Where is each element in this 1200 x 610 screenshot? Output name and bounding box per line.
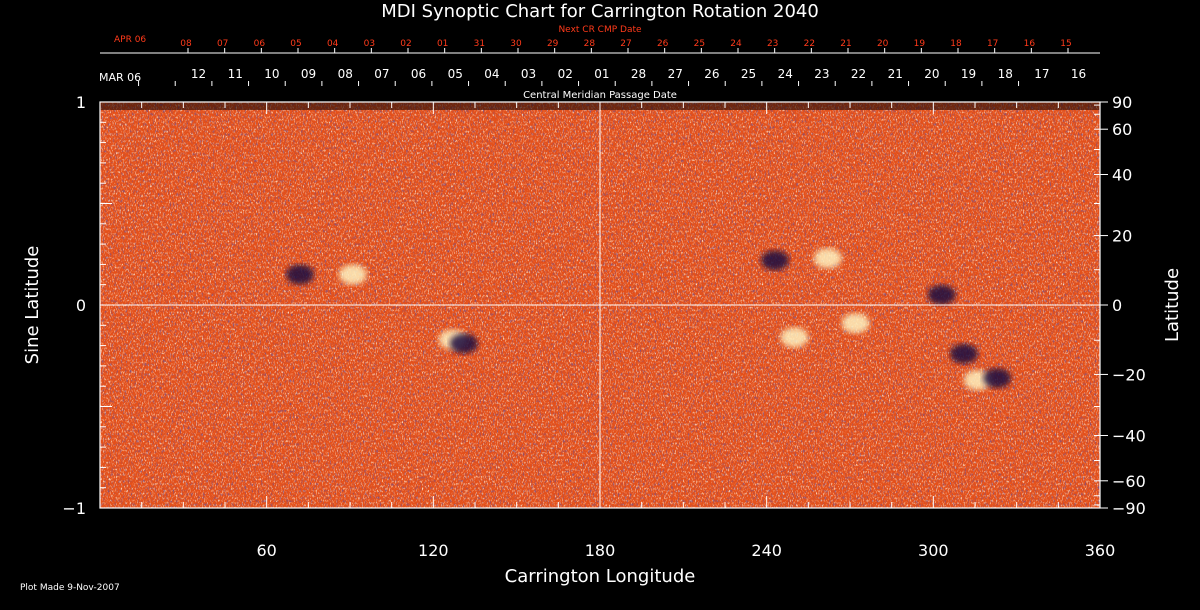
next-cr-day-label: 07 bbox=[217, 39, 228, 49]
cmp-day-label: 07 bbox=[374, 67, 389, 81]
cmp-start-label: MAR 06 bbox=[99, 71, 141, 84]
right-y-axis-ticks: 90 60 40 20 0 −20 −40 −60 −90 bbox=[1094, 93, 1146, 518]
cmp-day-label: 06 bbox=[411, 67, 426, 81]
cmp-day-label: 24 bbox=[778, 67, 793, 81]
next-cr-day-label: 02 bbox=[400, 39, 411, 49]
cmp-day-label: 20 bbox=[924, 67, 939, 81]
cmp-day-label: 22 bbox=[851, 67, 866, 81]
x-tick-label: 300 bbox=[918, 541, 949, 560]
x-tick-label: 180 bbox=[585, 541, 616, 560]
cmp-day-label: 25 bbox=[741, 67, 756, 81]
next-cr-day-label: 28 bbox=[584, 39, 596, 49]
cmp-day-label: 18 bbox=[998, 67, 1013, 81]
next-cr-day-label: 19 bbox=[914, 39, 926, 49]
lat-tick-label: 20 bbox=[1112, 227, 1132, 246]
cmp-day-label: 09 bbox=[301, 67, 316, 81]
active-region bbox=[841, 313, 870, 334]
left-y-axis-label: Sine Latitude bbox=[22, 246, 43, 365]
y-tick-label: −1 bbox=[62, 499, 86, 518]
next-cr-day-label: 08 bbox=[180, 39, 192, 49]
next-cr-day-label: 16 bbox=[1024, 39, 1036, 49]
active-region bbox=[449, 333, 478, 354]
next-cr-day-label: 23 bbox=[767, 39, 778, 49]
active-region bbox=[780, 327, 809, 348]
cmp-day-label: 01 bbox=[594, 67, 609, 81]
lat-tick-label: −90 bbox=[1112, 499, 1146, 518]
lat-tick-label: −60 bbox=[1112, 472, 1146, 491]
next-cr-day-label: 15 bbox=[1060, 39, 1071, 49]
next-cr-axis-label: Next CR CMP Date bbox=[558, 25, 642, 35]
next-cr-day-label: 03 bbox=[364, 39, 375, 49]
cmp-day-label: 19 bbox=[961, 67, 976, 81]
cmp-day-ticks: 12 11 10 09 08 07 06 05 04 03 02 01 28 27 26 25 24 23 22 21… bbox=[138, 67, 1086, 86]
x-tick-label: 240 bbox=[751, 541, 782, 560]
next-cr-day-label: 26 bbox=[657, 39, 669, 49]
cmp-day-label: 23 bbox=[814, 67, 829, 81]
cmp-day-label: 05 bbox=[448, 67, 463, 81]
right-y-axis-label: Latitude bbox=[1162, 268, 1183, 342]
cmp-day-label: 11 bbox=[228, 67, 243, 81]
next-cr-day-label: 01 bbox=[437, 39, 448, 49]
cmp-day-label: 16 bbox=[1071, 67, 1086, 81]
x-tick-label: 120 bbox=[418, 541, 449, 560]
lat-tick-label: −40 bbox=[1112, 426, 1146, 445]
cmp-day-label: 03 bbox=[521, 67, 536, 81]
lat-tick-label: 40 bbox=[1112, 166, 1132, 185]
cmp-day-label: 26 bbox=[704, 67, 719, 81]
x-axis-label: Carrington Longitude bbox=[505, 566, 696, 587]
footer-plot-date: Plot Made 9-Nov-2007 bbox=[20, 583, 120, 593]
next-cr-day-label: 20 bbox=[877, 39, 889, 49]
cmp-day-label: 10 bbox=[264, 67, 279, 81]
left-y-axis-ticks: 1 0 −1 bbox=[62, 93, 112, 518]
next-cr-day-label: 27 bbox=[620, 39, 631, 49]
next-cr-start-label: APR 06 bbox=[114, 35, 146, 45]
next-cr-day-label: 30 bbox=[510, 39, 522, 49]
chart-title: MDI Synoptic Chart for Carrington Rotati… bbox=[381, 1, 819, 22]
lat-tick-label: 60 bbox=[1112, 120, 1132, 139]
x-tick-label: 360 bbox=[1085, 541, 1116, 560]
lat-tick-label: −20 bbox=[1112, 365, 1146, 384]
x-axis-ticks: 60 120 180 240 300 360 bbox=[99, 102, 1116, 560]
active-region bbox=[927, 284, 956, 305]
cmp-day-label: 21 bbox=[888, 67, 903, 81]
active-region bbox=[949, 343, 978, 364]
next-cr-day-label: 29 bbox=[547, 39, 559, 49]
lat-tick-label: 0 bbox=[1112, 296, 1122, 315]
active-region bbox=[286, 264, 314, 285]
y-tick-label: 0 bbox=[76, 296, 86, 315]
next-cr-day-label: 05 bbox=[290, 39, 301, 49]
cmp-day-label: 27 bbox=[668, 67, 683, 81]
next-cr-day-label: 31 bbox=[474, 39, 485, 49]
next-cr-day-label: 25 bbox=[694, 39, 705, 49]
active-region bbox=[813, 248, 842, 269]
cmp-axis-label: Central Meridian Passage Date bbox=[523, 90, 677, 101]
cmp-day-label: 04 bbox=[484, 67, 499, 81]
x-tick-label: 60 bbox=[256, 541, 276, 560]
next-cr-day-label: 24 bbox=[730, 39, 742, 49]
cmp-day-label: 12 bbox=[191, 67, 206, 81]
active-region bbox=[761, 250, 789, 271]
next-cr-day-label: 22 bbox=[804, 39, 815, 49]
next-cr-day-label: 06 bbox=[254, 39, 266, 49]
cmp-day-label: 02 bbox=[558, 67, 573, 81]
cmp-day-label: 17 bbox=[1034, 67, 1049, 81]
cmp-day-label: 28 bbox=[631, 67, 646, 81]
y-tick-label: 1 bbox=[76, 93, 86, 112]
active-region bbox=[983, 368, 1012, 389]
next-cr-day-label: 21 bbox=[840, 39, 851, 49]
active-regions bbox=[286, 248, 1012, 391]
cmp-day-label: 08 bbox=[338, 67, 353, 81]
next-cr-day-label: 04 bbox=[327, 39, 339, 49]
next-cr-day-ticks: 08 07 06 05 04 03 02 01 31 30 29 28 27 26 25 24 23 22 21 20… bbox=[180, 39, 1072, 53]
active-region bbox=[338, 264, 367, 285]
lat-tick-label: 90 bbox=[1112, 93, 1132, 112]
next-cr-day-label: 18 bbox=[950, 39, 962, 49]
next-cr-day-label: 17 bbox=[987, 39, 998, 49]
